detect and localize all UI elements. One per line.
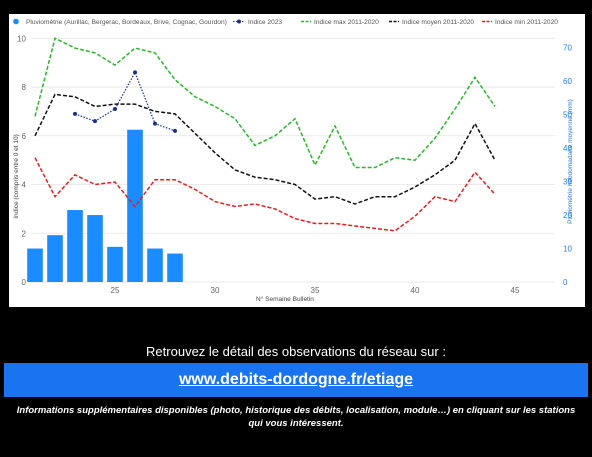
- series-line: [34, 93, 496, 205]
- chart: Pluviométrie (Aurillac, Bergerac, Bordea…: [13, 18, 574, 303]
- x-tick-label: 35: [311, 286, 320, 295]
- y-right-tick-label: 20: [563, 211, 572, 220]
- y-right-axis-title: Pluviométrie hebdomadaire moyenne (mm): [567, 99, 574, 224]
- bar: [147, 248, 163, 282]
- chart-legend: Pluviométrie (Aurillac, Bergerac, Bordea…: [13, 18, 558, 26]
- legend-label: Indice max 2011-2020: [314, 19, 379, 26]
- y-right-tick-label: 70: [563, 44, 572, 53]
- bar: [47, 235, 63, 282]
- series-point: [173, 128, 177, 133]
- x-tick-label: 25: [111, 286, 120, 295]
- y-right-tick-label: 60: [563, 77, 572, 86]
- y-tick-label: 4: [22, 181, 27, 190]
- footer-note: Informations supplémentaires disponibles…: [16, 405, 576, 429]
- series-point: [73, 111, 77, 116]
- y-axis-title: Indice (compris entre 0 et 10): [13, 134, 20, 219]
- y-right-tick-label: 0: [563, 278, 568, 287]
- series-line: [34, 37, 496, 169]
- info-text: Retrouvez le détail des observations du …: [146, 344, 446, 359]
- series-point: [153, 121, 157, 126]
- bar: [67, 210, 83, 282]
- x-tick-label: 30: [211, 286, 220, 295]
- legend-label: Indice min 2011-2020: [495, 19, 558, 26]
- series-point: [93, 119, 97, 124]
- bar: [87, 215, 103, 282]
- chart-grid: [31, 37, 555, 283]
- x-tick-label: 40: [411, 286, 420, 295]
- legend-label: Indice 2023: [248, 19, 282, 26]
- link-banner[interactable]: www.debits-dordogne.fr/etiage: [4, 363, 588, 397]
- bar-series: [27, 129, 183, 282]
- line-series: [34, 37, 496, 232]
- legend-label: Indice moyen 2011-2020: [402, 19, 474, 26]
- series-point: [133, 70, 137, 75]
- series-point: [113, 106, 117, 111]
- y-tick-label: 0: [22, 278, 27, 287]
- bar: [107, 246, 123, 282]
- bar: [167, 253, 183, 282]
- series-line: [34, 157, 496, 232]
- legend-swatch: [237, 19, 241, 24]
- x-tick-label: 45: [511, 286, 520, 295]
- chart-axes: 0 2 4 6 8 10 0 10 20 30 40 50 60 70 25 30 35 40 45 N° Semai…: [13, 34, 574, 303]
- y-right-tick-label: 30: [563, 178, 572, 187]
- y-tick-label: 6: [22, 132, 27, 141]
- y-right-tick-label: 40: [563, 144, 572, 153]
- x-axis-title: N° Semaine Bulletin: [256, 295, 314, 303]
- legend-label: Pluviométrie (Aurillac, Bergerac, Bordea…: [26, 19, 227, 26]
- y-tick-label: 8: [22, 83, 27, 92]
- legend-swatch: [13, 18, 19, 25]
- y-tick-label: 10: [17, 34, 26, 43]
- y-right-tick-label: 50: [563, 111, 572, 120]
- bar: [27, 248, 43, 282]
- series-line: [74, 70, 176, 132]
- y-tick-label: 2: [22, 229, 27, 238]
- chart-panel: Pluviométrie (Aurillac, Bergerac, Bordea…: [9, 14, 585, 307]
- y-right-tick-label: 10: [563, 245, 572, 254]
- website-link[interactable]: www.debits-dordogne.fr/etiage: [178, 371, 414, 388]
